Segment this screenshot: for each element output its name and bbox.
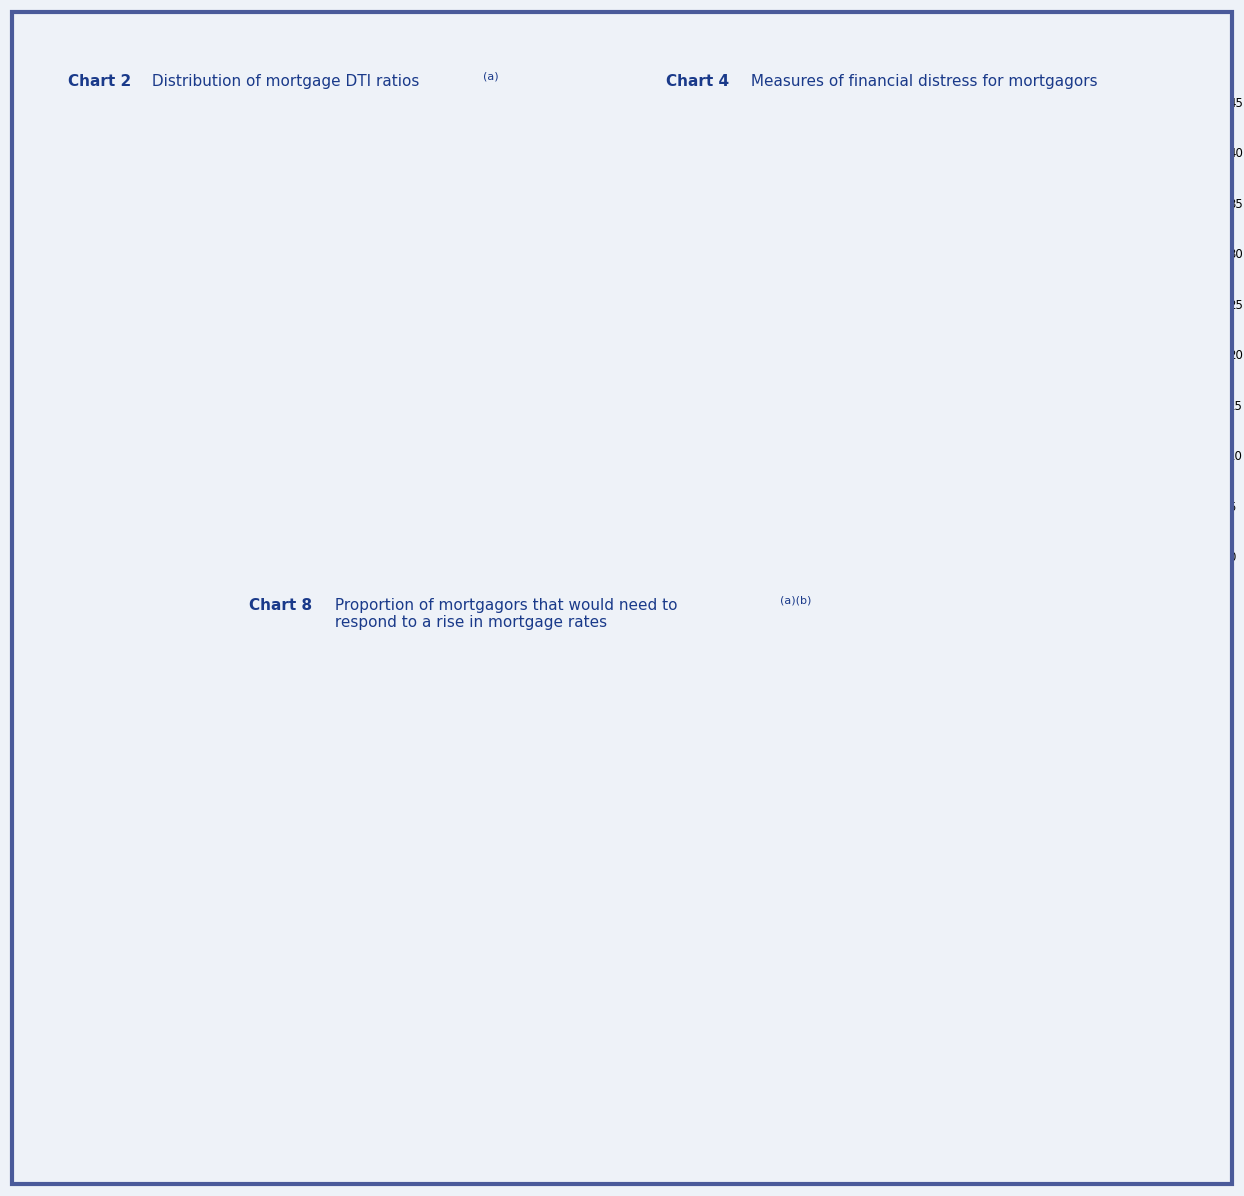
Text: Unsecured debt
repayments a
heavy burden$^{(c)}$: Unsecured debt repayments a heavy burden… (726, 410, 815, 456)
Text: (b): (b) (509, 124, 525, 134)
Text: Difficulty with
accommodation
payments$^{(b)}$: Difficulty with accommodation payments$^… (749, 158, 838, 203)
Text: Measures of financial distress for mortgagors: Measures of financial distress for mortg… (746, 74, 1098, 90)
Text: 2013 NMG survey
responses: 2013 NMG survey responses (373, 932, 524, 1063)
Text: Chart 2: Chart 2 (68, 74, 132, 90)
Text: More than five: More than five (386, 327, 471, 340)
Text: Very concerned
about debt$^{(d)}$: Very concerned about debt$^{(d)}$ (1055, 453, 1142, 484)
Text: Percentages of mortgagors: Percentages of mortgagors (1074, 77, 1214, 86)
Text: (c): (c) (749, 667, 764, 681)
Text: (a): (a) (983, 117, 998, 127)
Text: Assuming 10% rise
in income (2015
responses): Assuming 10% rise in income (2015 respon… (453, 1003, 678, 1100)
Text: Chart 8: Chart 8 (249, 598, 312, 614)
Text: Percentages of households: Percentages of households (428, 75, 569, 85)
Text: Percentages of mortgagors: Percentages of mortgagors (796, 639, 948, 648)
X-axis label: Interest rate increase (percentage points): Interest rate increase (percentage point… (510, 1146, 771, 1159)
Text: Proportion of mortgagors that would need to
 respond to a rise in mortgage rates: Proportion of mortgagors that would need… (330, 598, 677, 630)
Text: Chart 4: Chart 4 (666, 74, 729, 90)
Text: Between three and four: Between three and four (313, 206, 454, 219)
Text: 2015 NMG survey
responses: 2015 NMG survey responses (498, 765, 618, 928)
Text: Between four
and five: Between four and five (292, 474, 372, 502)
Text: (a): (a) (483, 72, 499, 81)
Text: Assuming 10% rise
in income (2014
responses): Assuming 10% rise in income (2014 respon… (785, 944, 891, 1072)
Text: 2014 NMG survey
responses: 2014 NMG survey responses (429, 849, 566, 1017)
Text: (a)(b): (a)(b) (780, 596, 811, 605)
Text: Distribution of mortgage DTI ratios: Distribution of mortgage DTI ratios (147, 74, 419, 90)
Text: Assuming 10% rise
in income (2013
responses): Assuming 10% rise in income (2013 respon… (805, 853, 912, 1062)
